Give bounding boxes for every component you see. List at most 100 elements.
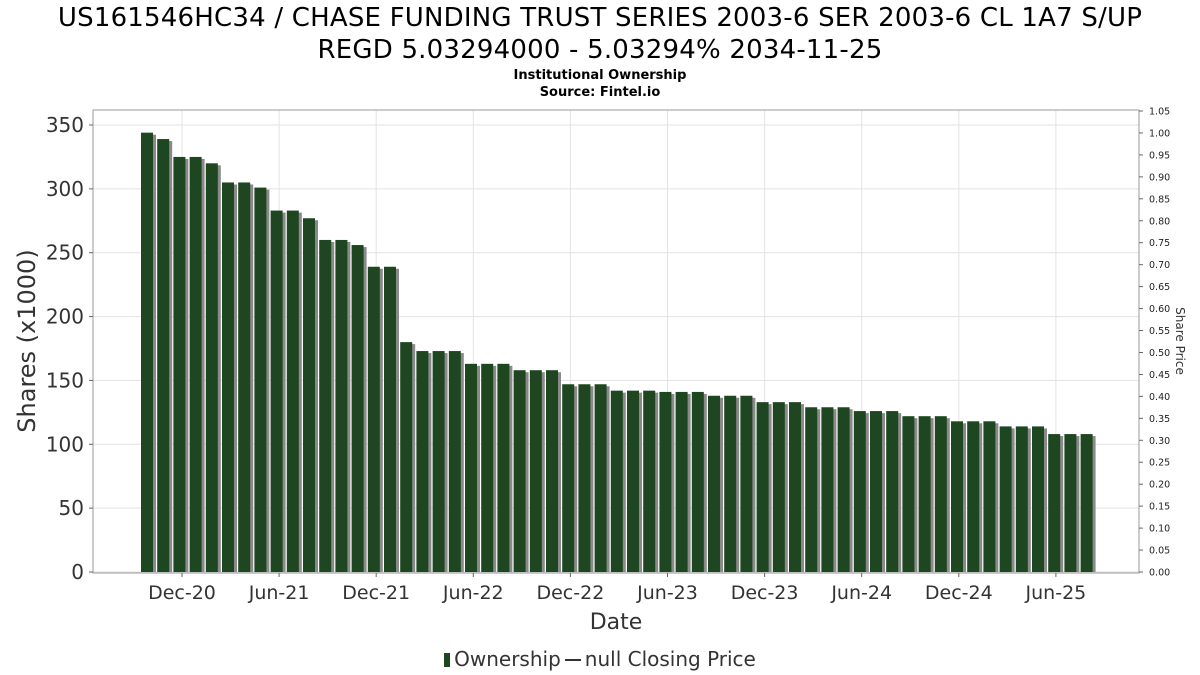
ownership-bar bbox=[416, 351, 429, 572]
legend-closing-price-label: null Closing Price bbox=[584, 647, 756, 671]
y2-tick-label: 0.45 bbox=[1149, 370, 1170, 381]
legend: Ownership null Closing Price bbox=[0, 647, 1200, 671]
x-tick-label: Dec-24 bbox=[925, 582, 993, 604]
y2-tick-label: 1.00 bbox=[1149, 128, 1170, 139]
ownership-bar bbox=[594, 384, 607, 572]
ownership-bar bbox=[351, 245, 364, 572]
plot-border bbox=[92, 109, 1140, 574]
bar-layer bbox=[141, 132, 1096, 573]
y-tick-label: 350 bbox=[46, 113, 84, 137]
ownership-bar bbox=[335, 239, 348, 572]
y2-tick-label: 0.50 bbox=[1149, 348, 1170, 359]
x-tick-label: Dec-22 bbox=[536, 582, 604, 604]
chart-subtitle: Institutional Ownership bbox=[513, 68, 687, 83]
ownership-bar bbox=[222, 182, 234, 572]
ownership-bar bbox=[157, 139, 170, 572]
legend-ownership-label: Ownership bbox=[454, 647, 561, 671]
ownership-bar bbox=[1048, 434, 1061, 572]
ownership-bar bbox=[789, 402, 801, 572]
y-tick-label: 0 bbox=[71, 560, 84, 584]
ownership-bar bbox=[497, 363, 510, 572]
ownership-bar bbox=[448, 351, 461, 572]
y2-tick-label: 0.35 bbox=[1149, 414, 1170, 425]
y2-tick-label: 1.05 bbox=[1149, 107, 1170, 118]
ownership-bar bbox=[367, 266, 380, 572]
y2-tick-label: 0.60 bbox=[1149, 304, 1170, 315]
y2-tick-label: 0.85 bbox=[1149, 194, 1170, 205]
ownership-bar bbox=[1015, 426, 1028, 572]
x-tick-label: Dec-20 bbox=[148, 582, 216, 604]
y-tick-label: 150 bbox=[46, 368, 84, 392]
ownership-bar bbox=[724, 395, 737, 572]
x-tick-label: Jun-23 bbox=[636, 582, 698, 604]
x-tick-label: Dec-21 bbox=[342, 582, 410, 604]
ownership-bar bbox=[1032, 426, 1044, 572]
ownership-bar bbox=[1064, 434, 1077, 572]
y2-axis-ticks: 0.00 0.05 0.10 0.15 0.20 0.25 0.30 0.35 0.40 0.45… bbox=[1139, 107, 1170, 579]
ownership-bar bbox=[286, 210, 299, 572]
y2-tick-label: 0.75 bbox=[1149, 238, 1170, 249]
x-tick-label: Jun-22 bbox=[442, 582, 504, 604]
y2-tick-label: 0.15 bbox=[1149, 502, 1170, 513]
y-tick-label: 300 bbox=[46, 177, 84, 201]
y-axis-ticks: 0 50 100 150 200 250 300 350 bbox=[46, 113, 93, 584]
y2-tick-label: 0.05 bbox=[1149, 546, 1170, 557]
ownership-bar bbox=[319, 239, 332, 572]
y2-tick-label: 0.80 bbox=[1149, 216, 1170, 227]
ownership-bar bbox=[951, 421, 963, 572]
ownership-bar bbox=[205, 163, 218, 573]
y2-tick-label: 0.55 bbox=[1149, 326, 1170, 337]
chart-title-line1: US161546HC34 / CHASE FUNDING TRUST SERIE… bbox=[57, 3, 1143, 33]
y2-tick-label: 0.30 bbox=[1149, 436, 1170, 447]
y2-tick-label: 0.40 bbox=[1149, 392, 1170, 403]
ownership-bar bbox=[400, 342, 413, 572]
y2-tick-label: 0.65 bbox=[1149, 282, 1170, 293]
ownership-bar bbox=[254, 187, 267, 572]
y2-tick-label: 0.25 bbox=[1149, 458, 1170, 469]
y-tick-label: 250 bbox=[46, 241, 84, 265]
x-axis-ticks: Dec-20 Jun-21 Dec-21 Jun-22 Dec-22 Jun-23 Dec-… bbox=[148, 573, 1086, 604]
ownership-bar bbox=[384, 266, 396, 572]
ownership-bar bbox=[772, 402, 785, 572]
y2-tick-label: 0.00 bbox=[1149, 568, 1170, 579]
ownership-bar bbox=[821, 407, 834, 572]
ownership-bar bbox=[303, 218, 315, 572]
ownership-bar bbox=[643, 390, 656, 572]
y-tick-label: 200 bbox=[46, 305, 84, 329]
ownership-bar bbox=[610, 390, 623, 572]
ownership-bar bbox=[432, 351, 445, 572]
ownership-bar bbox=[1080, 434, 1093, 572]
ownership-bar bbox=[513, 370, 526, 572]
ownership-bar bbox=[189, 156, 202, 572]
y2-tick-label: 0.10 bbox=[1149, 524, 1170, 535]
y2-axis-label: Share Price bbox=[1173, 307, 1187, 375]
y-tick-label: 50 bbox=[59, 496, 84, 520]
ownership-bar bbox=[967, 421, 980, 572]
ownership-bar bbox=[691, 391, 704, 572]
ownership-bar bbox=[999, 426, 1012, 572]
ownership-bar bbox=[562, 384, 575, 572]
y2-tick-label: 0.70 bbox=[1149, 260, 1170, 271]
ownership-bar bbox=[238, 182, 251, 572]
ownership-bar bbox=[627, 390, 639, 572]
ownership-bar bbox=[740, 395, 753, 572]
ownership-bar bbox=[805, 407, 818, 572]
closing-price-legend-swatch bbox=[564, 659, 581, 661]
y2-tick-label: 0.20 bbox=[1149, 480, 1170, 491]
ownership-bar bbox=[837, 407, 850, 572]
ownership-bar bbox=[546, 370, 558, 572]
ownership-bar bbox=[902, 416, 915, 572]
ownership-bar bbox=[481, 363, 494, 572]
x-tick-label: Dec-23 bbox=[731, 582, 799, 604]
ownership-bar bbox=[173, 156, 186, 572]
ownership-bar bbox=[659, 391, 672, 572]
x-tick-label: Jun-25 bbox=[1025, 582, 1087, 604]
y-tick-label: 100 bbox=[46, 432, 84, 456]
ownership-bar bbox=[141, 132, 153, 573]
y-axis-label: Shares (x1000) bbox=[13, 249, 41, 432]
x-tick-label: Jun-21 bbox=[248, 582, 310, 604]
x-axis-label: Date bbox=[590, 610, 643, 635]
ownership-bar bbox=[870, 411, 882, 572]
ownership-legend-swatch bbox=[444, 653, 451, 667]
